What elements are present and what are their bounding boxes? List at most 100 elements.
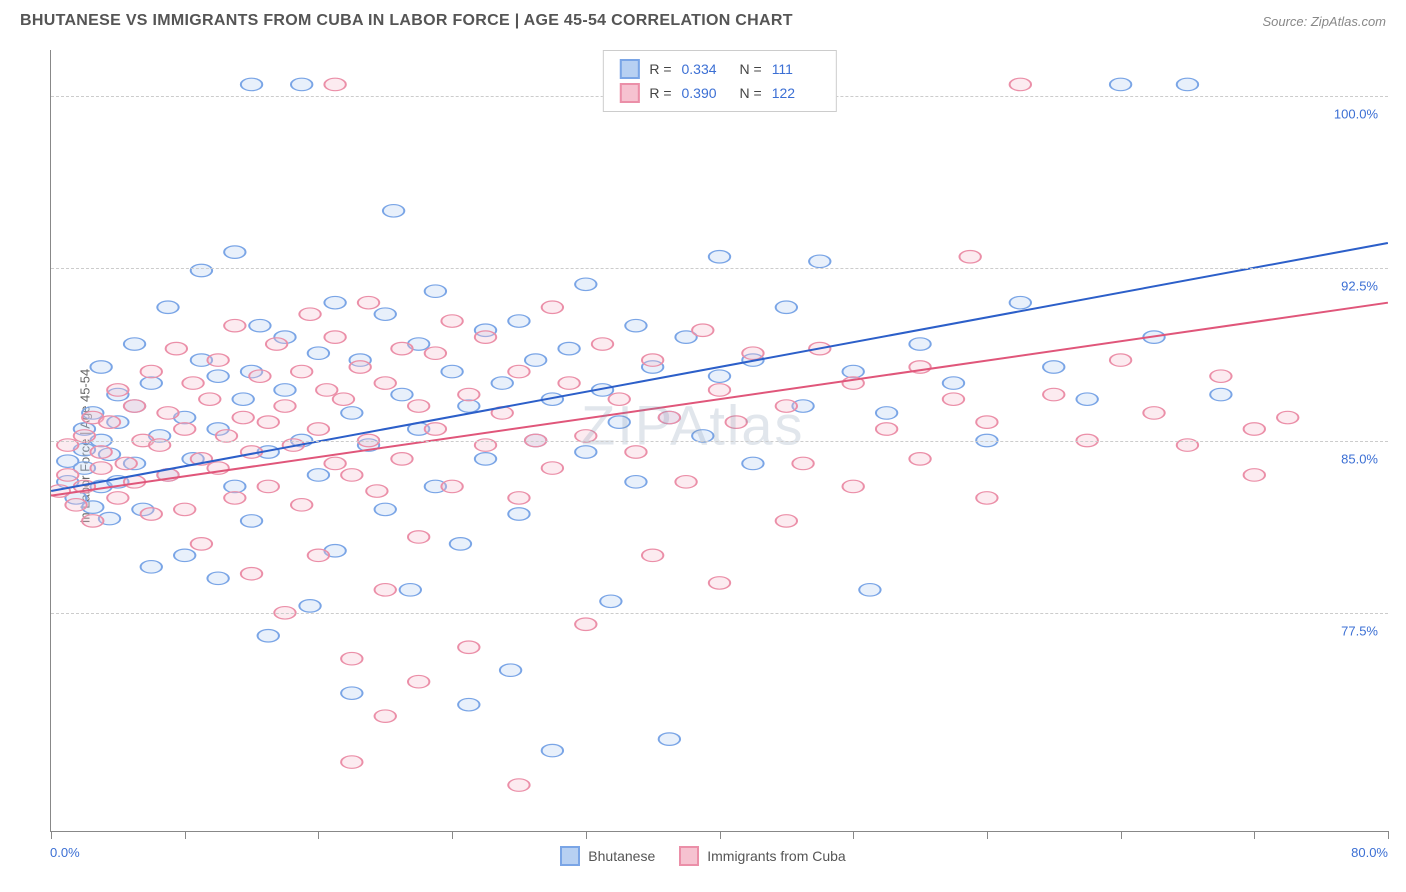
x-tick — [987, 831, 988, 839]
data-point-bhutanese — [625, 319, 646, 331]
data-point-bhutanese — [258, 630, 279, 642]
data-point-cuba — [1210, 370, 1231, 382]
data-point-cuba — [258, 416, 279, 428]
x-tick — [720, 831, 721, 839]
data-point-bhutanese — [207, 370, 228, 382]
x-tick — [1121, 831, 1122, 839]
data-point-cuba — [609, 393, 630, 405]
data-point-cuba — [542, 462, 563, 474]
legend-swatch-bhutanese — [560, 846, 580, 866]
data-point-cuba — [174, 423, 195, 435]
data-point-bhutanese — [1210, 388, 1231, 400]
data-point-bhutanese — [207, 572, 228, 584]
data-point-bhutanese — [542, 744, 563, 756]
data-point-cuba — [324, 331, 345, 343]
x-tick — [853, 831, 854, 839]
data-point-cuba — [375, 710, 396, 722]
data-point-cuba — [458, 388, 479, 400]
data-point-bhutanese — [809, 255, 830, 267]
data-point-bhutanese — [241, 78, 262, 90]
data-point-bhutanese — [90, 361, 111, 373]
data-point-bhutanese — [742, 457, 763, 469]
data-point-bhutanese — [341, 407, 362, 419]
data-point-cuba — [308, 549, 329, 561]
data-point-bhutanese — [141, 377, 162, 389]
data-point-cuba — [274, 400, 295, 412]
data-point-cuba — [659, 411, 680, 423]
legend-item-bhutanese: Bhutanese — [560, 846, 655, 866]
data-point-cuba — [341, 652, 362, 664]
data-point-cuba — [408, 531, 429, 543]
data-point-bhutanese — [776, 301, 797, 313]
data-point-cuba — [876, 423, 897, 435]
data-point-bhutanese — [157, 301, 178, 313]
y-tick-label: 85.0% — [1341, 451, 1378, 466]
data-point-cuba — [692, 324, 713, 336]
data-point-cuba — [141, 365, 162, 377]
data-point-cuba — [166, 342, 187, 354]
data-point-bhutanese — [375, 503, 396, 515]
data-point-bhutanese — [425, 285, 446, 297]
legend-r-value-bhutanese: 0.334 — [682, 61, 730, 77]
data-point-bhutanese — [375, 308, 396, 320]
data-point-cuba — [1043, 388, 1064, 400]
data-point-cuba — [324, 78, 345, 90]
x-tick — [586, 831, 587, 839]
data-point-cuba — [1143, 407, 1164, 419]
data-point-cuba — [542, 301, 563, 313]
chart-plot-area: R = 0.334 N = 111 R = 0.390 N = 122 ZIPA… — [50, 50, 1388, 832]
data-point-cuba — [258, 480, 279, 492]
series-legend: Bhutanese Immigrants from Cuba — [0, 846, 1406, 866]
gridline — [51, 613, 1388, 614]
data-point-bhutanese — [1110, 78, 1131, 90]
data-point-cuba — [291, 365, 312, 377]
data-point-bhutanese — [450, 538, 471, 550]
data-point-cuba — [709, 384, 730, 396]
data-point-cuba — [1244, 423, 1265, 435]
data-point-cuba — [943, 393, 964, 405]
data-point-cuba — [675, 476, 696, 488]
data-point-bhutanese — [391, 388, 412, 400]
y-tick-label: 77.5% — [1341, 623, 1378, 638]
data-point-cuba — [82, 515, 103, 527]
data-point-cuba — [232, 411, 253, 423]
source-label: Source: ZipAtlas.com — [1262, 14, 1386, 29]
legend-label-bhutanese: Bhutanese — [588, 848, 655, 864]
data-point-bhutanese — [341, 687, 362, 699]
data-point-cuba — [508, 779, 529, 791]
data-point-bhutanese — [1010, 296, 1031, 308]
data-point-cuba — [709, 577, 730, 589]
data-point-bhutanese — [609, 416, 630, 428]
chart-title: BHUTANESE VS IMMIGRANTS FROM CUBA IN LAB… — [20, 12, 793, 30]
x-tick — [51, 831, 52, 839]
data-point-bhutanese — [458, 400, 479, 412]
data-point-cuba — [174, 503, 195, 515]
data-point-cuba — [726, 416, 747, 428]
data-point-bhutanese — [508, 315, 529, 327]
data-point-bhutanese — [492, 377, 513, 389]
data-point-bhutanese — [558, 342, 579, 354]
legend-n-value-bhutanese: 111 — [772, 61, 820, 77]
data-point-bhutanese — [575, 278, 596, 290]
data-point-bhutanese — [308, 347, 329, 359]
data-point-cuba — [249, 370, 270, 382]
legend-n-label: N = — [740, 61, 762, 77]
data-point-bhutanese — [600, 595, 621, 607]
data-point-bhutanese — [400, 584, 421, 596]
data-point-bhutanese — [709, 250, 730, 262]
data-point-bhutanese — [274, 384, 295, 396]
legend-n-value-cuba: 122 — [772, 85, 820, 101]
data-point-bhutanese — [224, 480, 245, 492]
data-point-cuba — [425, 347, 446, 359]
legend-swatch-cuba — [619, 83, 639, 103]
data-point-cuba — [642, 354, 663, 366]
data-point-cuba — [224, 319, 245, 331]
data-point-bhutanese — [191, 264, 212, 276]
legend-n-label: N = — [740, 85, 762, 101]
x-tick — [1254, 831, 1255, 839]
data-point-cuba — [333, 393, 354, 405]
legend-r-label: R = — [649, 61, 671, 77]
legend-label-cuba: Immigrants from Cuba — [707, 848, 845, 864]
data-point-cuba — [408, 400, 429, 412]
data-point-bhutanese — [124, 338, 145, 350]
